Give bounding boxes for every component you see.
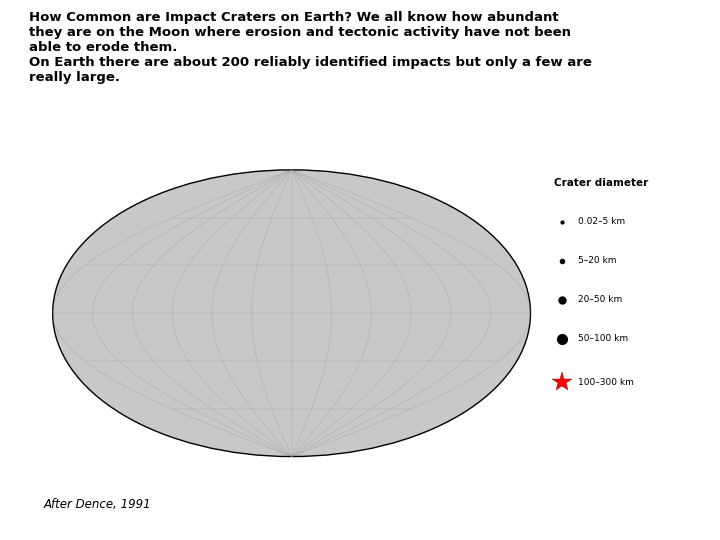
Text: 5–20 km: 5–20 km: [578, 256, 616, 265]
Text: 0.02–5 km: 0.02–5 km: [578, 218, 625, 226]
Ellipse shape: [53, 170, 531, 456]
Text: After Dence, 1991: After Dence, 1991: [43, 497, 150, 511]
Text: 50–100 km: 50–100 km: [578, 334, 629, 343]
Text: 100–300 km: 100–300 km: [578, 378, 634, 387]
Text: Crater diameter: Crater diameter: [554, 178, 649, 188]
Text: How Common are Impact Craters on Earth? We all know how abundant
they are on the: How Common are Impact Craters on Earth? …: [29, 11, 592, 84]
Text: 20–50 km: 20–50 km: [578, 295, 622, 304]
